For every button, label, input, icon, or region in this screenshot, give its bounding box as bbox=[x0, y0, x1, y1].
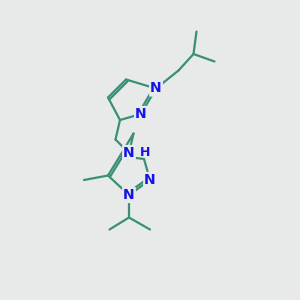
Text: N: N bbox=[150, 82, 162, 95]
Text: H: H bbox=[140, 146, 150, 159]
Text: N: N bbox=[123, 188, 135, 202]
Text: N: N bbox=[123, 146, 135, 160]
Text: N: N bbox=[144, 173, 156, 187]
Text: N: N bbox=[135, 107, 147, 121]
